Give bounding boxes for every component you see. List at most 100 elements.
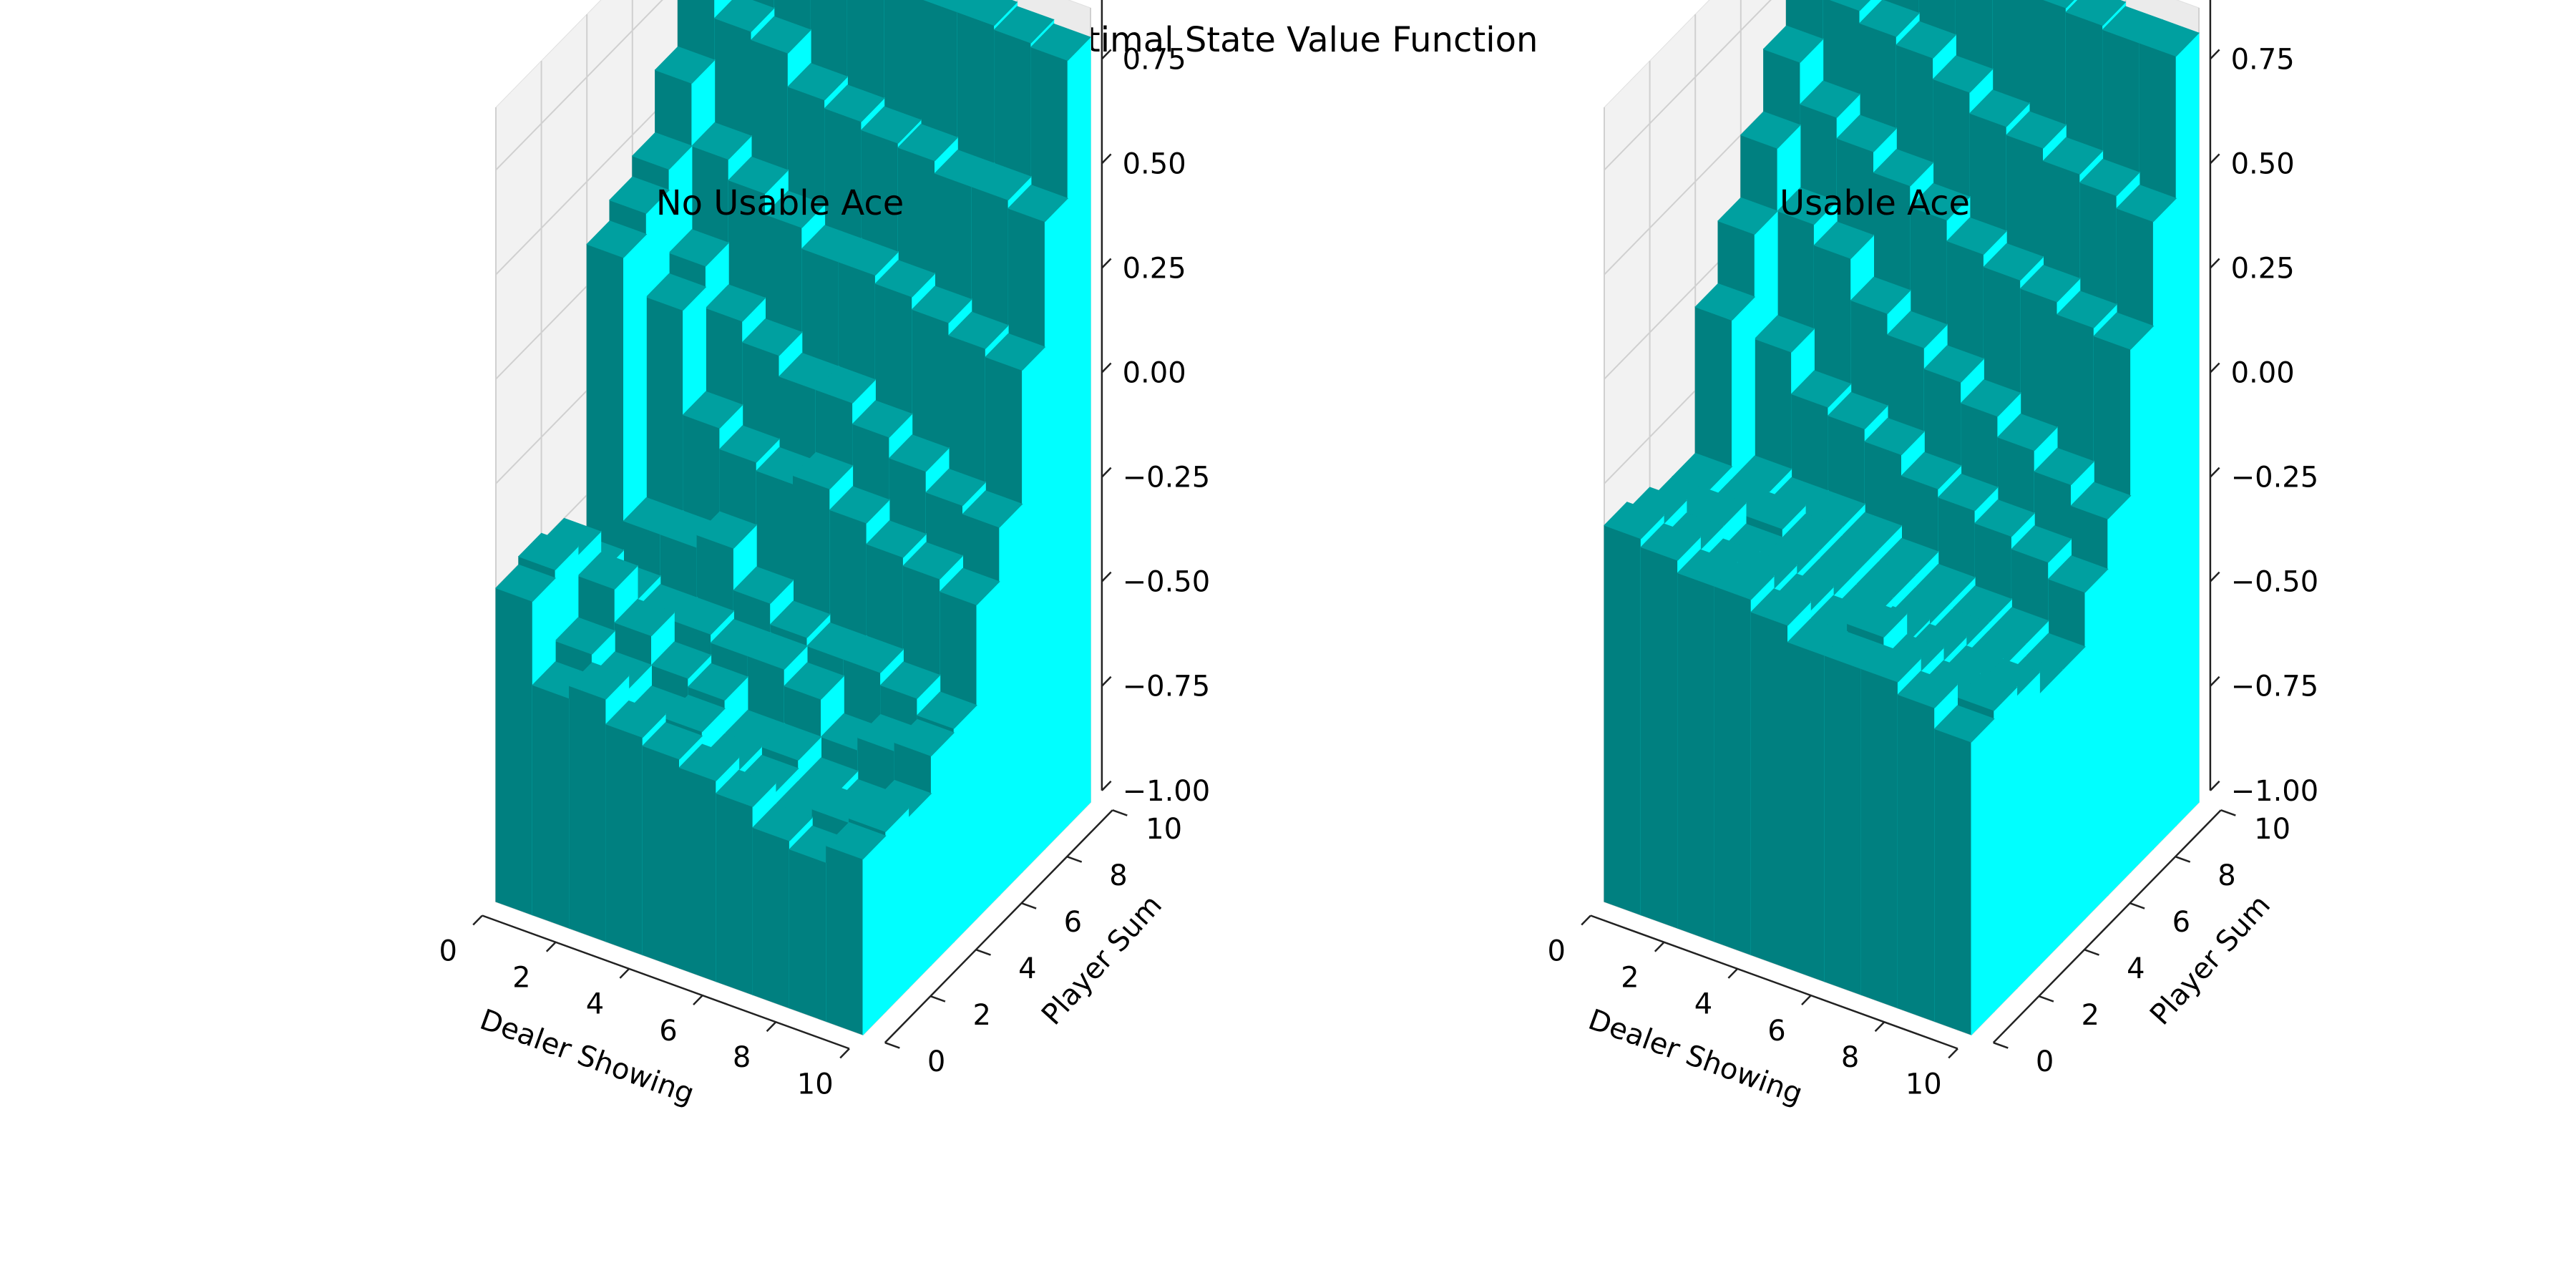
x-tick-mark — [619, 968, 630, 979]
z-tick-mark — [2210, 49, 2220, 60]
z-tick-label: −1.00 — [1123, 775, 1211, 808]
y-tick-label: 4 — [1018, 952, 1036, 985]
bar-front-face — [1934, 728, 1972, 1035]
bars — [1604, 0, 2200, 1036]
bar-top-face — [631, 132, 693, 170]
bar-top-face — [2006, 111, 2067, 149]
bar-side-face — [999, 503, 1023, 897]
bar-top-face — [1754, 315, 1815, 353]
bar-top-face — [897, 124, 959, 162]
x-tick-label: 10 — [1906, 1068, 1942, 1101]
x-tick-mark — [1874, 1021, 1885, 1033]
bar-top-face — [1937, 473, 1999, 512]
bar-front-face — [605, 723, 643, 956]
bar-top-face — [568, 662, 630, 700]
bar-top-face — [985, 333, 1046, 371]
bar-top-face — [605, 700, 666, 738]
y-axis-label: Player Sum — [1035, 889, 1169, 1031]
bar-side-face — [1067, 36, 1091, 826]
y-tick-mark — [1112, 809, 1128, 816]
bar-side-face — [953, 704, 977, 943]
bar-top-face — [957, 0, 1018, 26]
y-tick-label: 6 — [1064, 906, 1082, 939]
bar-top-face — [1799, 80, 1860, 118]
bar-front-face — [1604, 525, 1641, 916]
bar-top-face — [752, 804, 814, 841]
bar-top-face — [682, 391, 743, 429]
bar-top-face — [733, 566, 794, 604]
bar-top-face — [1827, 391, 1888, 429]
bar-top-face — [993, 6, 1055, 44]
bar-top-face — [609, 176, 670, 214]
bars — [495, 0, 1091, 1036]
bar-side-face — [885, 807, 909, 1013]
bar-front-face — [642, 745, 680, 969]
x-tick-mark — [1654, 941, 1665, 952]
bar-top-face — [1923, 345, 1985, 383]
bar-top-face — [769, 600, 831, 638]
bar-side-face — [2130, 325, 2154, 873]
bar-top-face — [2116, 185, 2177, 223]
bar-top-face — [1713, 562, 1775, 600]
x-tick-label: 6 — [1767, 1015, 1785, 1048]
bar-top-face — [2138, 19, 2200, 57]
bar-top-face — [1901, 452, 1962, 489]
bar-top-face — [1846, 600, 1908, 638]
bar-top-face — [2019, 265, 2081, 303]
bar-top-face — [1640, 523, 1702, 561]
bar-top-face — [894, 718, 955, 756]
bar-top-face — [678, 743, 740, 781]
bar-top-face — [1790, 370, 1852, 408]
bar-front-face — [1860, 668, 1898, 1009]
bar-top-face — [1983, 243, 2044, 281]
bar-top-face — [874, 260, 936, 298]
bar-front-face — [1824, 655, 1862, 995]
z-tick-mark — [2210, 675, 2220, 687]
bar-top-face — [718, 425, 780, 463]
chart-no-usable-ace: 02468100246810−1.00−0.75−0.50−0.250.000.… — [439, 0, 1210, 1111]
bar-top-face — [939, 567, 1000, 605]
bar-top-face — [746, 632, 808, 670]
bar-front-face — [532, 684, 570, 929]
bar-top-face — [741, 318, 803, 356]
bar-top-face — [787, 63, 849, 101]
bar-side-face — [2039, 669, 2063, 966]
bar-top-face — [1960, 379, 2021, 417]
y-tick-mark — [2220, 809, 2236, 816]
y-axis-line — [1992, 809, 2222, 1044]
y-tick-label: 6 — [2172, 906, 2190, 939]
bar-top-face — [2043, 0, 2074, 9]
x-tick-label: 8 — [733, 1041, 751, 1074]
y-tick-mark — [975, 948, 991, 956]
bar-side-face — [908, 792, 932, 990]
bar-top-face — [687, 663, 748, 701]
bar-front-face — [1897, 693, 1936, 1023]
bar-front-face — [752, 826, 790, 1009]
bar-front-face — [1714, 585, 1752, 956]
bar-top-face — [495, 564, 557, 602]
y-tick-label: 2 — [2081, 999, 2099, 1032]
bar-top-face — [645, 273, 707, 311]
bar-top-face — [784, 662, 845, 700]
bar-top-face — [761, 723, 822, 761]
bar-top-face — [1932, 55, 1994, 93]
bar-top-face — [925, 468, 987, 507]
z-tick-label: 0.50 — [1123, 147, 1186, 180]
bar-top-face — [1750, 588, 1812, 626]
z-tick-label: 0.25 — [2231, 252, 2295, 285]
bar — [825, 821, 887, 1036]
x-tick-label: 4 — [586, 988, 604, 1021]
z-tick-label: 0.75 — [1123, 43, 1186, 76]
z-tick-mark — [2210, 780, 2220, 791]
bar-top-face — [1740, 111, 1801, 149]
bar-top-face — [1956, 673, 2018, 711]
x-axis-line — [1590, 914, 1958, 1050]
bar-side-face — [2175, 31, 2200, 826]
bar-top-face — [751, 16, 812, 54]
bar-top-face — [668, 229, 730, 267]
bar-top-face — [642, 722, 703, 760]
z-tick-mark — [2210, 362, 2220, 374]
bar-side-face — [1994, 686, 2018, 1013]
bar-side-face — [1971, 718, 1995, 1036]
bar-top-face — [824, 84, 885, 122]
